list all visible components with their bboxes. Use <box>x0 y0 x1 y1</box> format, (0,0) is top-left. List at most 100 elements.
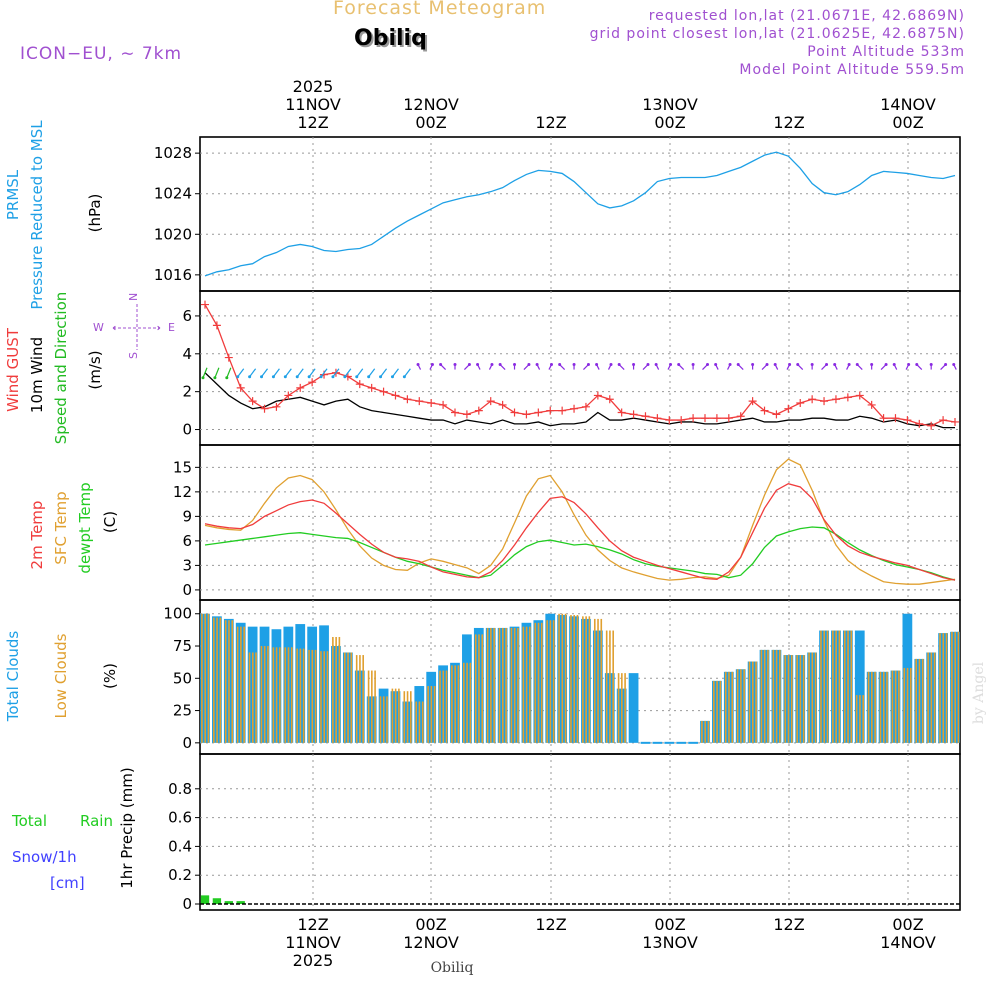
wind-gust-label: Wind GUST <box>4 327 22 412</box>
requested-coords: requested lon,lat (21.0671E, 42.6869N) <box>648 8 965 24</box>
point-altitude: Point Altitude 533m <box>807 44 965 60</box>
gust-marker <box>534 408 543 417</box>
low-cloud-stripe <box>855 695 858 743</box>
low-cloud-stripe <box>701 720 703 743</box>
gust-marker <box>855 391 864 400</box>
wind-direction-arrow <box>272 368 280 378</box>
low-cloud-stripe <box>403 691 406 743</box>
gust-marker <box>558 406 567 415</box>
total-cloud-bar <box>688 741 698 744</box>
low-cloud-stripe <box>311 649 314 743</box>
gust-marker <box>617 408 626 417</box>
y-tick-label: 3 <box>182 556 192 574</box>
gust-marker <box>867 400 876 409</box>
top-axis-label: 12Z <box>297 113 328 132</box>
low-cloud-stripe <box>391 688 394 743</box>
gust-marker <box>831 395 840 404</box>
low-cloud-stripe <box>939 633 941 743</box>
gust-marker <box>391 391 400 400</box>
wind-direction-arrow <box>344 368 352 378</box>
gust-marker <box>891 414 900 423</box>
low-cloud-stripe <box>350 652 353 743</box>
wind-unit-label: (m/s) <box>86 350 104 389</box>
low-cloud-stripe <box>260 646 263 743</box>
wind-arrow-head <box>632 363 636 367</box>
wind-direction-arrow <box>368 368 376 378</box>
wind-speed-line <box>204 372 955 429</box>
gust-marker <box>748 397 757 406</box>
low-cloud-stripe <box>903 667 906 743</box>
low-cloud-stripe <box>847 630 849 743</box>
wind-arrow-head <box>439 363 443 367</box>
bottom-axis-label: 12Z <box>773 915 804 934</box>
wind-arrow-head <box>549 363 553 367</box>
wind-arrow-head <box>283 375 287 379</box>
low-cloud-stripe <box>204 613 206 743</box>
low-cloud-stripe <box>808 652 810 743</box>
low-cloud-stripe <box>371 670 373 743</box>
gust-marker <box>427 399 436 408</box>
low-cloud-stripe <box>540 622 543 743</box>
wind-arrow-head <box>225 376 229 380</box>
y-tick-label: 1028 <box>154 144 192 162</box>
low-cloud-stripe <box>231 620 234 743</box>
wind-arrow-head <box>646 363 650 367</box>
low-cloud-stripe <box>445 670 448 743</box>
wind-direction-arrow <box>403 368 411 378</box>
low-cloud-stripe <box>728 671 730 743</box>
credit-watermark: by Angel <box>971 661 987 724</box>
low-cloud-stripe <box>308 649 310 743</box>
wind-arrow-head <box>476 363 480 367</box>
low-cloud-stripe <box>236 626 239 743</box>
top-axis-label: 00Z <box>654 113 685 132</box>
y-tick-label: 12 <box>173 483 192 501</box>
low-cloud-stripe <box>320 651 322 743</box>
low-cloud-stripe <box>843 630 846 743</box>
wind-direction-arrow <box>226 367 232 378</box>
top-axis-label: 2025 <box>293 77 334 96</box>
low-cloud-stripe <box>588 616 591 743</box>
wind-gust-line <box>204 304 956 427</box>
wind-arrow-head <box>952 363 956 367</box>
precip-unit-label: 1hr Precip (mm) <box>118 767 136 888</box>
model-label: ICON−EU, ∼ 7km <box>20 44 183 64</box>
low-cloud-stripe <box>612 630 614 743</box>
wind-arrow-head <box>467 363 471 367</box>
low-cloud-stripe <box>326 651 329 743</box>
low-cloud-stripe <box>490 627 492 743</box>
total-clouds-label: Total Clouds <box>4 631 22 723</box>
low-cloud-stripe <box>918 658 921 743</box>
wind-arrow-head <box>343 375 347 379</box>
wind-arrow-head <box>751 363 755 367</box>
compass-rose <box>112 304 161 350</box>
low-cloud-stripe <box>796 655 798 743</box>
low-cloud-stripe <box>513 627 516 743</box>
low-cloud-stripe <box>243 626 245 743</box>
panel-frame-3 <box>199 444 961 601</box>
gust-marker <box>486 397 495 406</box>
low-cloud-stripe <box>299 648 302 743</box>
sfc-temp-label: SFC Temp <box>52 491 70 564</box>
wind-arrow-head <box>810 363 814 367</box>
low-cloud-stripe <box>439 670 441 743</box>
low-cloud-stripe <box>302 648 305 743</box>
wind-arrow-head <box>907 363 911 367</box>
gust-marker <box>724 414 733 423</box>
low-cloud-stripe <box>838 630 841 743</box>
gust-marker <box>451 408 459 417</box>
low-cloud-stripe <box>930 652 933 743</box>
low-cloud-stripe <box>335 636 337 743</box>
low-cloud-stripe <box>463 662 465 743</box>
low-cloud-stripe <box>466 662 468 743</box>
wind-arrow-head <box>490 363 494 367</box>
wind-arrow-head <box>319 375 323 379</box>
wind-arrow-head <box>402 375 406 379</box>
low-cloud-stripe <box>374 670 376 743</box>
gust-marker <box>689 414 698 423</box>
total-cloud-bar <box>652 741 663 744</box>
wind-arrow-head <box>773 363 777 367</box>
wind-arrow-head <box>892 363 896 367</box>
y-tick-label: 75 <box>173 637 192 655</box>
gridpoint-coords: grid point closest lon,lat (21.0625E, 42… <box>589 26 965 42</box>
bottom-axis-label: 2025 <box>293 951 334 970</box>
